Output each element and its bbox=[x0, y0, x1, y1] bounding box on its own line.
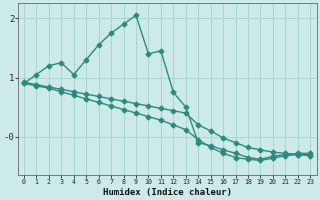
X-axis label: Humidex (Indice chaleur): Humidex (Indice chaleur) bbox=[103, 188, 232, 197]
